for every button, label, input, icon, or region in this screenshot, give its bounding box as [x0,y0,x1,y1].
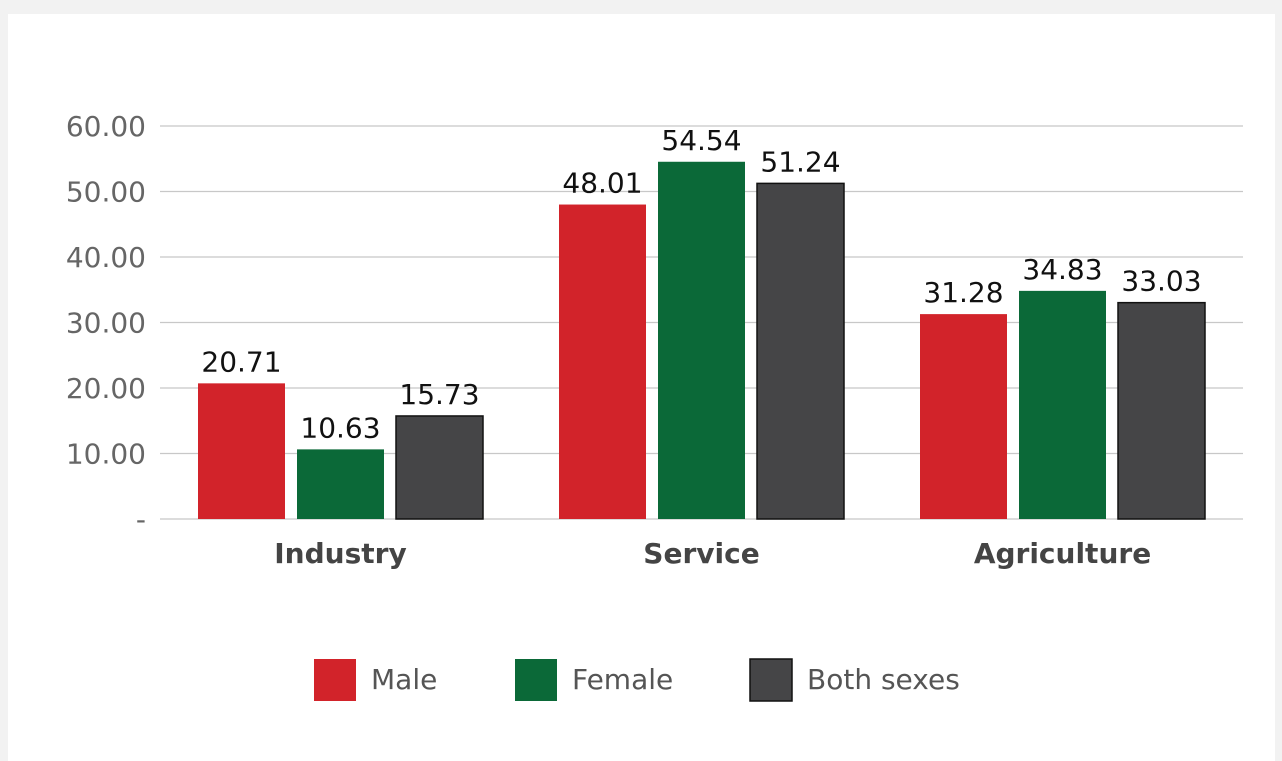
bar [1117,301,1206,520]
x-tick-label: Industry [274,537,406,570]
data-label: 34.83 [1022,253,1102,286]
legend-swatch [515,659,557,701]
y-tick-label: 40.00 [66,241,146,274]
data-label: 48.01 [562,167,642,200]
bar [559,204,646,520]
bar [1019,290,1106,519]
data-label: 51.24 [760,145,840,178]
y-tick-label: - [136,503,146,536]
data-label: 54.54 [661,124,741,157]
y-tick-label: 60.00 [66,110,146,143]
legend-label: Male [371,663,437,696]
data-label: 31.28 [923,276,1003,309]
legend-swatch [749,658,793,702]
x-tick-label: Agriculture [974,537,1151,570]
legend-label: Both sexes [807,663,960,696]
y-tick-label: 30.00 [66,307,146,340]
x-tick-label: Service [643,537,759,570]
y-tick-label: 50.00 [66,176,146,209]
y-tick-label: 20.00 [66,372,146,405]
data-label: 15.73 [399,378,479,411]
legend-label: Female [572,663,673,696]
bar [920,314,1007,519]
y-tick-label: 10.00 [66,438,146,471]
bar [297,449,384,519]
bar [198,383,285,519]
bar [756,182,845,520]
bar [395,415,484,520]
data-label: 20.71 [201,345,281,378]
data-label: 10.63 [300,411,380,444]
bar [658,161,745,519]
data-label: 33.03 [1121,265,1201,298]
legend-swatch [314,659,356,701]
